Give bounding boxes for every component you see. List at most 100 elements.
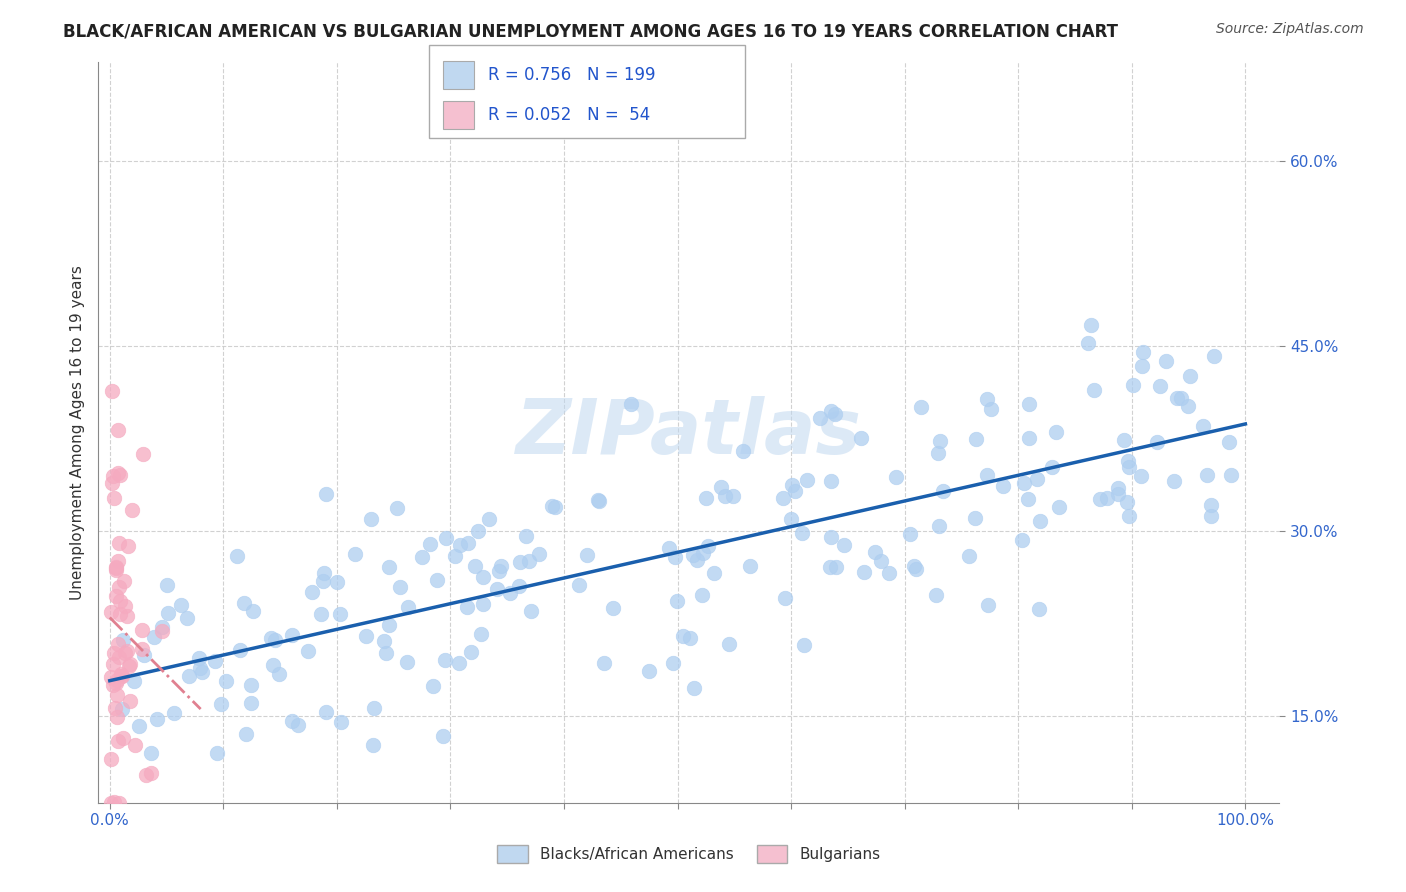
Point	[103, 491, 125, 506]
Point	[793, 638, 815, 652]
Point	[117, 539, 139, 553]
Point	[903, 558, 925, 573]
Point	[170, 599, 193, 613]
Point	[520, 604, 543, 618]
Point	[1149, 379, 1171, 393]
Point	[1107, 481, 1129, 495]
Point	[472, 597, 495, 611]
Point	[1012, 476, 1035, 491]
Point	[508, 579, 530, 593]
Point	[1083, 383, 1105, 397]
Point	[1011, 533, 1033, 548]
Point	[638, 665, 661, 679]
Point	[456, 600, 478, 615]
Point	[111, 669, 134, 683]
Point	[363, 701, 385, 715]
Point	[156, 606, 179, 620]
Point	[150, 624, 173, 639]
Point	[105, 676, 128, 690]
Point	[738, 559, 761, 574]
Point	[204, 654, 226, 668]
Point	[104, 701, 127, 715]
Point	[377, 618, 399, 632]
Point	[104, 561, 127, 575]
Point	[991, 479, 1014, 493]
Point	[287, 718, 309, 732]
Point	[118, 657, 141, 672]
Point	[717, 637, 740, 651]
Point	[110, 668, 132, 682]
Point	[818, 560, 841, 574]
Point	[666, 594, 689, 608]
Point	[150, 620, 173, 634]
Point	[188, 651, 211, 665]
Point	[1202, 349, 1225, 363]
Point	[1017, 491, 1039, 506]
Point	[242, 603, 264, 617]
Point	[360, 512, 382, 526]
Point	[682, 548, 704, 562]
Point	[105, 710, 128, 724]
Point	[426, 574, 449, 588]
Point	[1132, 345, 1154, 359]
Point	[139, 747, 162, 761]
Point	[679, 632, 702, 646]
Point	[703, 566, 725, 580]
Point	[1018, 431, 1040, 445]
Point	[927, 446, 949, 460]
Point	[588, 494, 610, 508]
Point	[657, 541, 679, 555]
Point	[1177, 399, 1199, 413]
Point	[790, 525, 813, 540]
Point	[378, 560, 401, 574]
Point	[103, 469, 125, 483]
Point	[773, 591, 796, 606]
Text: BLACK/AFRICAN AMERICAN VS BULGARIAN UNEMPLOYMENT AMONG AGES 16 TO 19 YEARS CORRE: BLACK/AFRICAN AMERICAN VS BULGARIAN UNEM…	[63, 22, 1118, 40]
Point	[1115, 495, 1137, 509]
Point	[105, 560, 128, 574]
Point	[114, 599, 136, 613]
Point	[107, 466, 129, 480]
Point	[108, 580, 131, 594]
Point	[1146, 435, 1168, 450]
Point	[1118, 509, 1140, 524]
Point	[1107, 487, 1129, 501]
Point	[1170, 391, 1192, 405]
Point	[1095, 491, 1118, 506]
Point	[1118, 460, 1140, 475]
Point	[434, 531, 457, 545]
Point	[1047, 500, 1070, 514]
Point	[177, 669, 200, 683]
Point	[215, 674, 238, 689]
Point	[488, 564, 510, 578]
Point	[235, 727, 257, 741]
Point	[1040, 459, 1063, 474]
Point	[820, 530, 842, 544]
Point	[457, 535, 479, 549]
Point	[1163, 474, 1185, 488]
Point	[329, 607, 352, 621]
Point	[315, 706, 337, 720]
Point	[870, 554, 893, 568]
Point	[851, 431, 873, 445]
Point	[714, 489, 737, 503]
Point	[162, 706, 184, 720]
Point	[419, 537, 441, 551]
Point	[1219, 468, 1241, 483]
Point	[602, 601, 624, 615]
Point	[877, 566, 900, 581]
Point	[884, 470, 907, 484]
Point	[134, 648, 156, 662]
Point	[464, 559, 486, 574]
Point	[128, 718, 150, 732]
Point	[543, 500, 565, 514]
Point	[1195, 468, 1218, 483]
Point	[103, 795, 125, 809]
Point	[1201, 508, 1223, 523]
Point	[692, 546, 714, 560]
Legend: Blacks/African Americans, Bulgarians: Blacks/African Americans, Bulgarians	[491, 839, 887, 869]
Point	[977, 598, 1000, 612]
Point	[131, 624, 153, 638]
Point	[131, 447, 153, 461]
Point	[269, 667, 291, 681]
